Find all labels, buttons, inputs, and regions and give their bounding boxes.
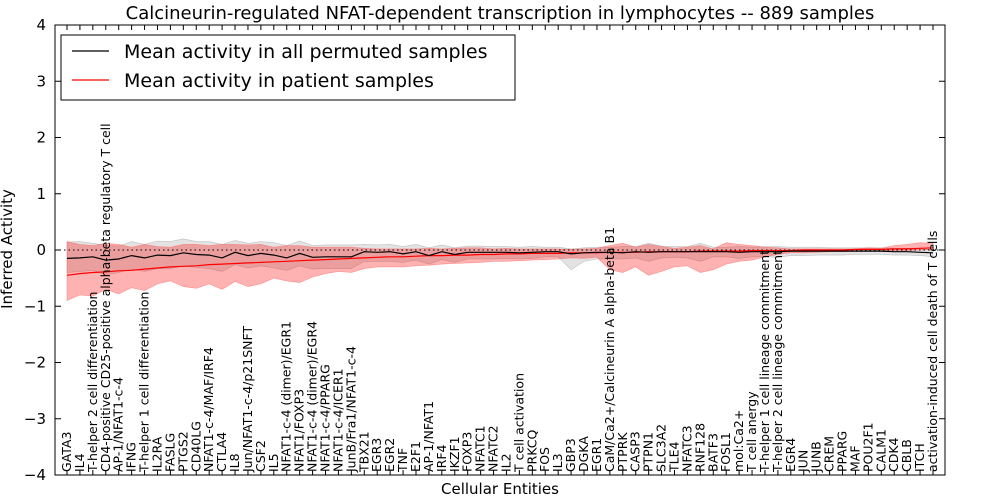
- x-tick-label: CaM/Ca2+/Calcineurin A alpha-beta B1: [602, 227, 617, 472]
- x-tick-label: NFATC3: [679, 425, 694, 472]
- x-tick-label: PTPRK: [615, 432, 630, 472]
- x-tick-label: FASLG: [162, 433, 177, 472]
- y-tick-label: 0: [36, 241, 46, 259]
- x-tick-label: T cell activation: [511, 373, 526, 473]
- x-tick-label: T-helper 2 cell differentiation: [85, 292, 100, 473]
- x-tick-label: AP-1/NFAT1: [421, 401, 436, 472]
- confidence-bands: [66, 238, 934, 302]
- y-tick-label: 4: [36, 16, 46, 34]
- x-tick-label: IL8: [227, 453, 242, 472]
- x-tick-label: NFAT1-c-4 (dimer)/EGR1: [279, 321, 294, 472]
- x-tick-label: IL3: [550, 453, 565, 472]
- band-mean-activity-in-all-permuted-samples: [66, 238, 934, 276]
- x-tick-label: PPARG: [835, 431, 850, 472]
- x-tick-label: CASP3: [628, 431, 643, 472]
- y-tick-label: 3: [36, 72, 46, 90]
- x-tick-label: EGR3: [369, 438, 384, 472]
- x-tick-label: FOXP3: [460, 432, 475, 472]
- x-tick-label: NFAT1-c-4/PPARG: [318, 364, 333, 472]
- x-tick-label: GATA3: [59, 432, 74, 472]
- x-tick-label: IL5: [266, 453, 281, 472]
- legend: Mean activity in all permuted samples Me…: [60, 34, 516, 101]
- x-tick-label: TNF: [395, 448, 410, 473]
- x-tick-label: BATF3: [705, 433, 720, 472]
- x-axis-label: Cellular Entities: [441, 480, 559, 498]
- x-tick-label: NFAT1-c-4 (dimer)/EGR4: [305, 321, 320, 472]
- y-tick-label: −4: [24, 466, 46, 484]
- x-tick-label: CREM: [822, 436, 837, 472]
- x-tick-label: JUN: [796, 450, 811, 473]
- x-tick-label: PTGS2: [175, 431, 190, 472]
- x-tick-label: NFATC2: [486, 425, 501, 472]
- y-tick-label: 2: [36, 129, 46, 147]
- x-tick-label: IFNG: [124, 442, 139, 472]
- x-tick-label: DGKA: [576, 436, 591, 472]
- x-tick-label: MAF: [847, 445, 862, 472]
- x-tick-label: mol:Ca2+: [731, 410, 746, 472]
- x-tick-label: CALM1: [873, 429, 888, 472]
- y-tick-label: −1: [24, 297, 46, 315]
- legend-label-patient: Mean activity in patient samples: [124, 70, 434, 92]
- x-tick-label: NFATC1: [473, 425, 488, 472]
- x-tick-label: EGR4: [783, 438, 798, 472]
- x-tick-label: ITCH: [912, 443, 927, 472]
- x-tick-label: IL2: [499, 453, 514, 472]
- x-tick-label: CD40LG: [188, 421, 203, 472]
- x-tick-label: E2F1: [408, 441, 423, 472]
- chart-title: Calcineurin-regulated NFAT-dependent tra…: [126, 3, 875, 24]
- x-tick-label: CD4-positive CD25-positive alpha-beta re…: [98, 123, 113, 472]
- x-tick-label: IL2RA: [150, 436, 165, 472]
- x-tick-label: CBLB: [899, 439, 914, 472]
- y-axis-label: Inferred Activity: [0, 189, 16, 309]
- x-tick-label: NFAT1-c-4/MAF/IRF4: [201, 347, 216, 472]
- x-tick-label: CDK4: [886, 437, 901, 472]
- x-tick-label: IKZF1: [447, 436, 462, 472]
- x-tick-label: IRF4: [434, 444, 449, 472]
- legend-box: [60, 34, 516, 101]
- x-tick-label: PRKCQ: [524, 430, 539, 472]
- x-tick-label: Jun/NFAT1-c-4/p21SNFT: [240, 326, 255, 473]
- x-tick-label: activation-induced cell death of T cells: [925, 231, 940, 472]
- x-tick-label: POU2F1: [860, 422, 875, 472]
- x-tick-label: FOSL1: [718, 432, 733, 472]
- x-tick-label: CSF2: [253, 440, 268, 472]
- x-tick-label: AP-1/NFAT1-c-4: [111, 377, 126, 472]
- x-tick-label: T cell anergy: [744, 391, 759, 473]
- y-axis: −4 −3 −2 −1 0 1 2 3 4: [24, 16, 945, 484]
- x-tick-label: NFAT1/FOXP3: [292, 389, 307, 472]
- line-mean-activity-in-all-permuted-samples: [66, 250, 934, 261]
- x-tick-label: IL4: [72, 453, 87, 472]
- x-tick-label: EGR1: [589, 438, 604, 472]
- y-tick-label: −2: [24, 354, 46, 372]
- y-tick-label: −3: [24, 410, 46, 428]
- x-tick-label: JUNB: [809, 441, 824, 473]
- x-tick-label: TBX21: [356, 431, 371, 473]
- series-lines: [66, 247, 934, 276]
- legend-label-permuted: Mean activity in all permuted samples: [124, 41, 487, 63]
- x-tick-label: PTPN1: [641, 432, 656, 472]
- x-tick-label: SLC3A2: [654, 424, 669, 472]
- x-tick-label: TLE4: [667, 442, 682, 473]
- x-tick-label: NFAT1-c-4/ICER1: [330, 368, 345, 472]
- x-tick-label: EGR2: [382, 438, 397, 472]
- x-tick-label: FOS: [537, 447, 552, 472]
- y-tick-label: 1: [36, 185, 46, 203]
- x-tick-label: T-helper 1 cell differentiation: [137, 292, 152, 473]
- x-tick-label: T-helper 2 cell lineage commitment: [770, 250, 785, 473]
- x-tick-label: JunB/Fra1/NFAT1-c-4: [343, 346, 358, 473]
- x-tick-label: RNF128: [692, 423, 707, 472]
- x-tick-label: GBP3: [563, 438, 578, 472]
- x-tick-label: T-helper 1 cell lineage commitment: [757, 250, 772, 473]
- x-tick-label: CTLA4: [214, 432, 229, 472]
